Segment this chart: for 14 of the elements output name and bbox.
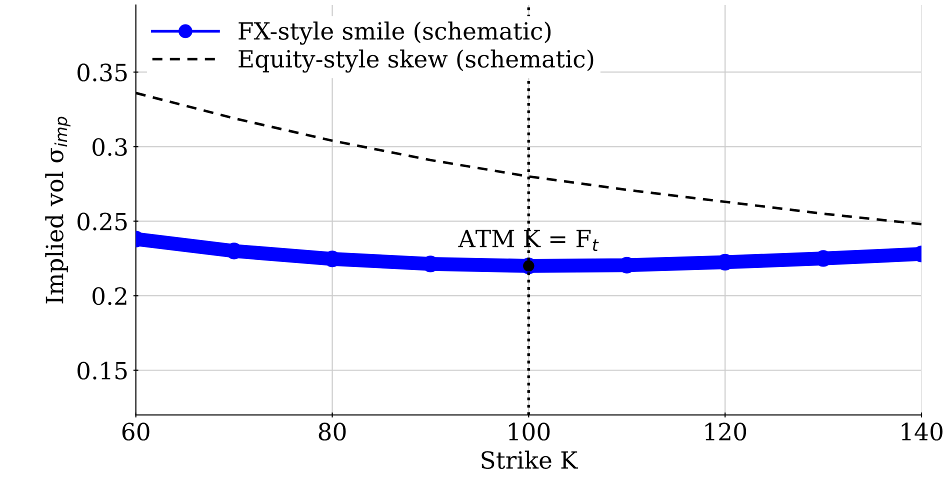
- x-tick-label: 140: [902, 422, 942, 441]
- x-axis-title: Strike K: [482, 450, 578, 469]
- y-tick-label: 0.3: [92, 138, 127, 156]
- y-tick-label: 0.35: [78, 64, 127, 82]
- x-tick-label: 60: [122, 422, 150, 441]
- y-tick-label: 0.2: [92, 287, 126, 306]
- y-axis-title: Implied vol σ$_{imp}$: [45, 116, 70, 304]
- legend-label: Equity-style skew (schematic): [238, 49, 594, 73]
- x-tick-label: 80: [318, 422, 346, 441]
- legend-label: FX-style smile (schematic): [238, 22, 551, 45]
- x-tick-label: 100: [509, 422, 550, 441]
- y-tick-label: 0.15: [78, 362, 127, 380]
- x-tick-label: 120: [705, 422, 746, 441]
- y-tick-label: 0.25: [78, 212, 127, 230]
